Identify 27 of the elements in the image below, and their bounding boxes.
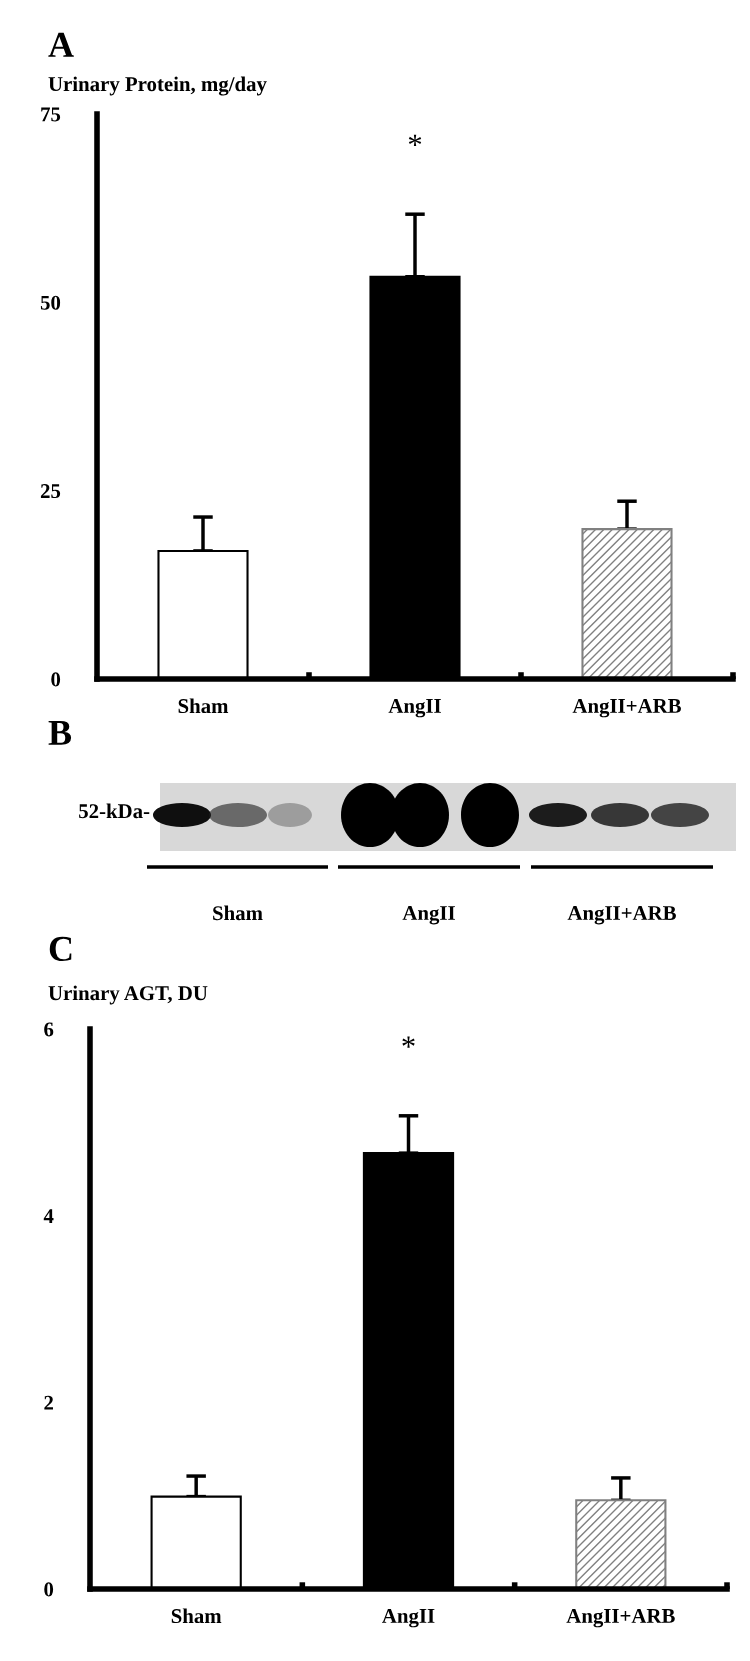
bar: [581, 528, 673, 679]
x-tick-label: AngII: [382, 1608, 435, 1628]
text: AngII+ARB: [567, 906, 676, 925]
x-tick-label: Sham: [171, 1608, 222, 1624]
y-tick-label: 4: [43, 1209, 54, 1223]
text: 52-kDa-: [79, 803, 150, 819]
y-tick-label: 0: [51, 672, 61, 687]
y-tick-label: 25: [40, 484, 61, 499]
text: AngII: [402, 906, 455, 925]
x-tick-label: AngII: [388, 698, 441, 718]
y-tick-label: 50: [40, 295, 61, 310]
y-tick-label: 6: [44, 1022, 54, 1037]
y-tick-label: 2: [44, 1395, 53, 1410]
bar: [575, 1499, 667, 1589]
y-tick-label: 75: [41, 107, 61, 122]
y-axis-title: Urinary AGT, DU: [48, 985, 208, 1005]
chart-title: A: [48, 32, 74, 57]
x-tick-label: Sham: [178, 698, 229, 714]
text: Sham: [213, 905, 263, 921]
y-tick-label: 0: [44, 1582, 54, 1597]
x-tick-label: AngII+ARB: [566, 1608, 675, 1628]
x-tick-label: AngII+ARB: [572, 698, 681, 718]
annotation: *: [402, 1036, 415, 1048]
annotation: *: [408, 134, 422, 147]
y-axis-title: Urinary Protein, mg/day: [48, 76, 267, 96]
chart-title: C: [49, 936, 72, 962]
text: B: [48, 721, 72, 745]
